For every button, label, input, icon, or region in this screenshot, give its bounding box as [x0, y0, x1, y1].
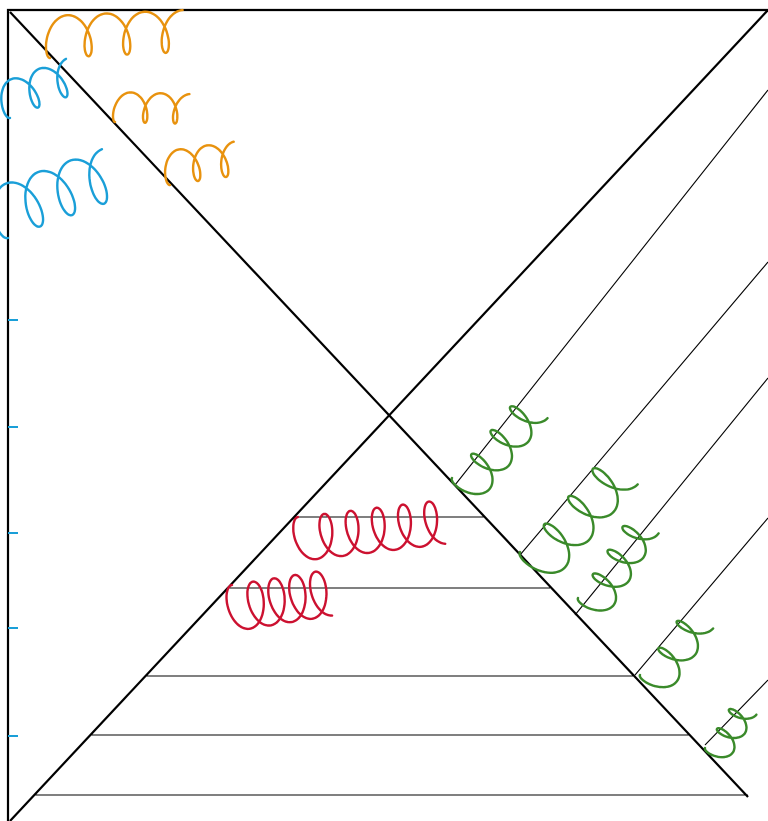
- scribble: [640, 621, 713, 687]
- diagonal: [10, 12, 748, 797]
- drawing: [0, 0, 768, 821]
- ticks: [8, 320, 18, 736]
- scribble: [113, 92, 189, 123]
- scribble: [227, 572, 333, 629]
- hatch-line: [635, 518, 768, 675]
- hatch-line: [520, 262, 768, 555]
- scribble: [293, 502, 445, 560]
- scribble: [705, 709, 757, 757]
- scribble: [46, 10, 183, 58]
- scribble: [0, 149, 107, 238]
- hatch-line: [575, 378, 768, 615]
- scribble: [452, 406, 548, 494]
- page: (() => { const svg = document.getElement…: [0, 0, 768, 821]
- scribble: [520, 468, 638, 573]
- outline: [8, 10, 768, 821]
- hatch-line: [455, 90, 768, 485]
- scribble: [165, 142, 234, 185]
- scribble: [1, 59, 67, 118]
